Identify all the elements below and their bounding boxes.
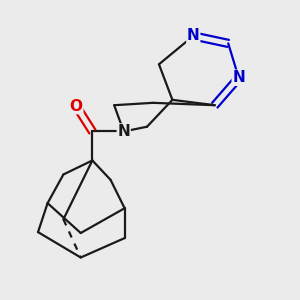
Text: N: N	[187, 28, 200, 44]
Text: N: N	[232, 70, 245, 85]
Text: O: O	[70, 99, 83, 114]
Text: N: N	[117, 124, 130, 139]
